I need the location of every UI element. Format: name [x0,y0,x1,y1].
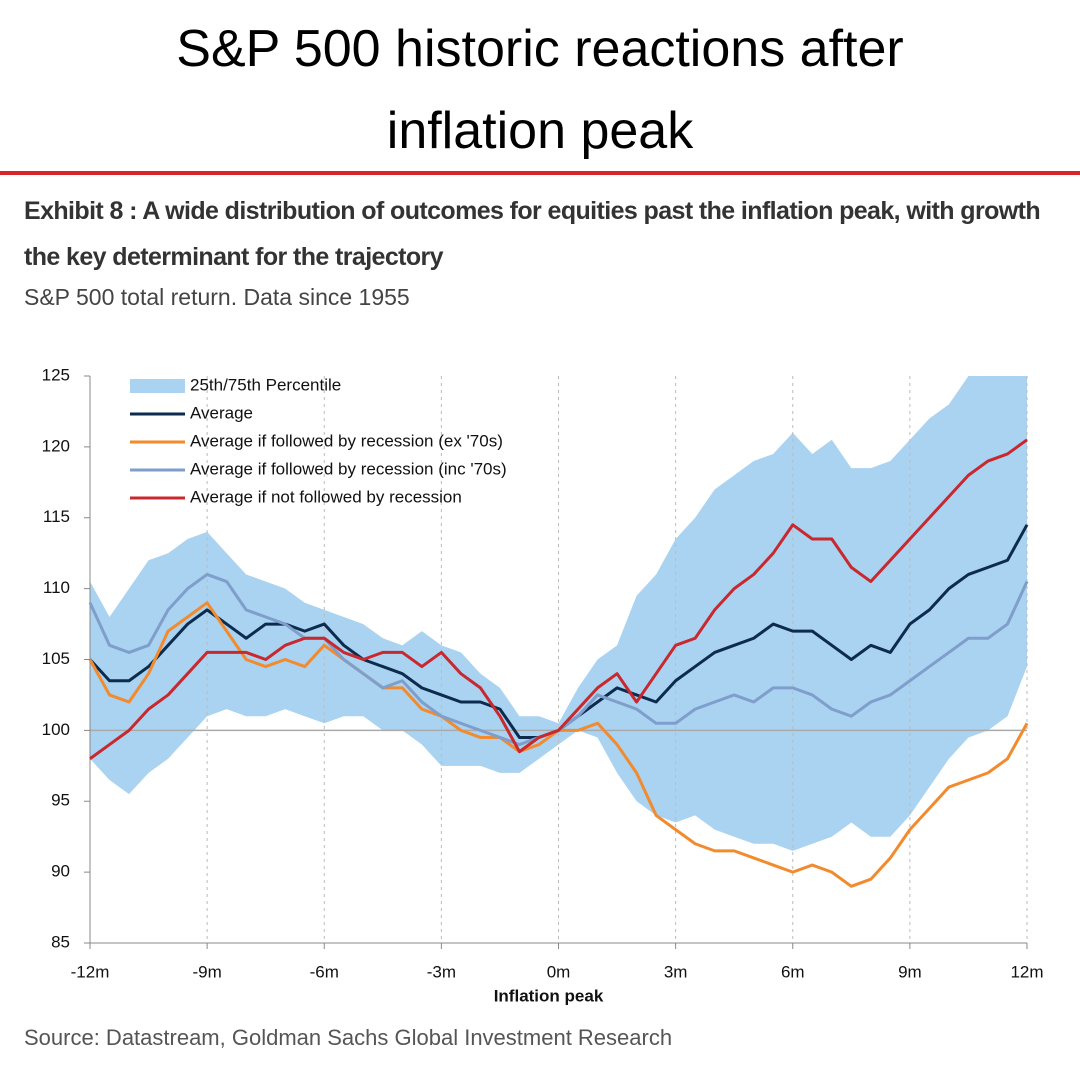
y-tick-label: 90 [51,862,70,881]
legend-label: Average [190,403,253,422]
y-tick-label: 100 [42,720,70,739]
y-tick-label: 120 [42,436,70,455]
x-tick-label: 9m [898,962,922,981]
x-tick-label: 3m [664,962,688,981]
x-tick-label: -12m [71,962,110,981]
legend-swatch [130,379,185,393]
title-rule [0,171,1080,175]
y-tick-label: 105 [42,649,70,668]
legend-label: Average if not followed by recession [190,487,462,506]
x-tick-label: -3m [427,962,456,981]
exhibit-title: Exhibit 8 : A wide distribution of outco… [24,197,1041,271]
legend-label: Average if followed by recession (ex '70… [190,431,503,450]
x-tick-label: 12m [1010,962,1043,981]
x-tick-label: -6m [310,962,339,981]
y-tick-label: 115 [43,507,70,526]
subtitle: S&P 500 total return. Data since 1955 [24,284,410,310]
series-line [89,438,1028,760]
y-tick-label: 110 [43,578,70,597]
y-tick-label: 125 [42,365,70,384]
percentile-band [90,376,1027,851]
y-tick-label: 95 [51,791,70,810]
x-tick-label: 0m [547,962,571,981]
source: Source: Datastream, Goldman Sachs Global… [24,1025,673,1050]
legend-label: 25th/75th Percentile [190,375,341,394]
legend-label: Average if followed by recession (inc '7… [190,459,507,478]
y-tick-label: 85 [51,932,70,951]
x-axis-label: Inflation peak [494,986,604,1005]
page-title: S&P 500 historic reactions after inflati… [176,20,904,160]
x-tick-label: 6m [781,962,805,981]
x-tick-label: -9m [192,962,221,981]
